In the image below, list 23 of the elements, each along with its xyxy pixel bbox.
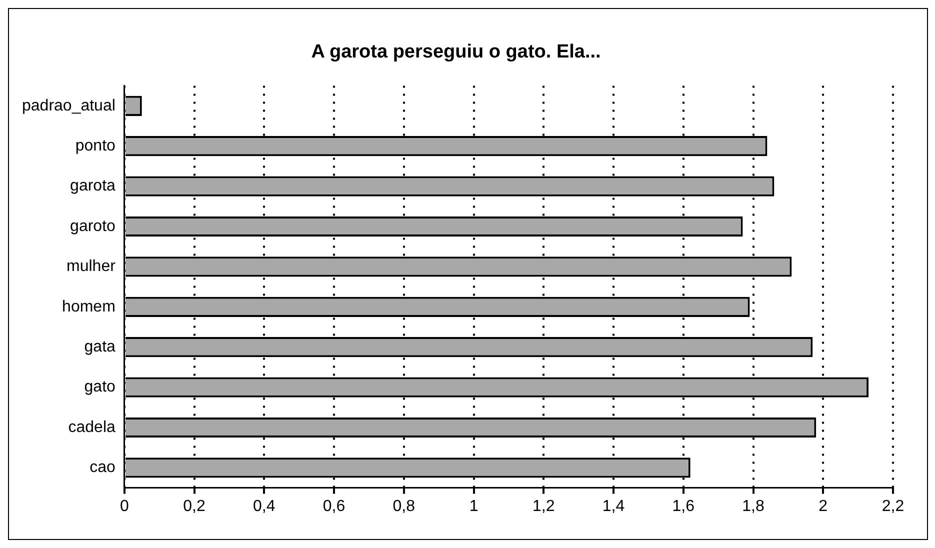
- y-tick-label: mulher: [66, 258, 116, 276]
- x-tick-label: 2: [818, 498, 828, 515]
- y-tick-label: ponto: [75, 138, 116, 155]
- x-tick-label: 0,8: [392, 498, 416, 515]
- y-tick-label: homem: [62, 298, 116, 316]
- y-tick-label: gata: [84, 338, 116, 356]
- x-tick-label: 1,4: [602, 498, 625, 515]
- x-tick-label: 1: [469, 498, 478, 515]
- x-tick-label: 1,8: [742, 498, 764, 515]
- y-tick-label: cao: [90, 459, 116, 476]
- chart-title: A garota perseguiu o gato. Ela...: [311, 42, 601, 63]
- y-tick-label: garota: [70, 178, 116, 195]
- y-tick-label: gato: [84, 378, 116, 396]
- x-tick-label: 0: [120, 498, 129, 515]
- x-tick-label: 1,2: [532, 498, 555, 515]
- x-tick-label: 1,6: [672, 498, 695, 515]
- x-tick-label: 0,2: [183, 498, 206, 515]
- y-tick-label: cadela: [68, 418, 116, 436]
- x-tick-label: 2,2: [882, 498, 904, 515]
- x-tick-label: 0,6: [322, 498, 346, 515]
- x-tick-label: 0,4: [253, 498, 276, 515]
- y-tick-label: garoto: [70, 218, 116, 235]
- y-tick-label: padrao_atual: [22, 97, 116, 114]
